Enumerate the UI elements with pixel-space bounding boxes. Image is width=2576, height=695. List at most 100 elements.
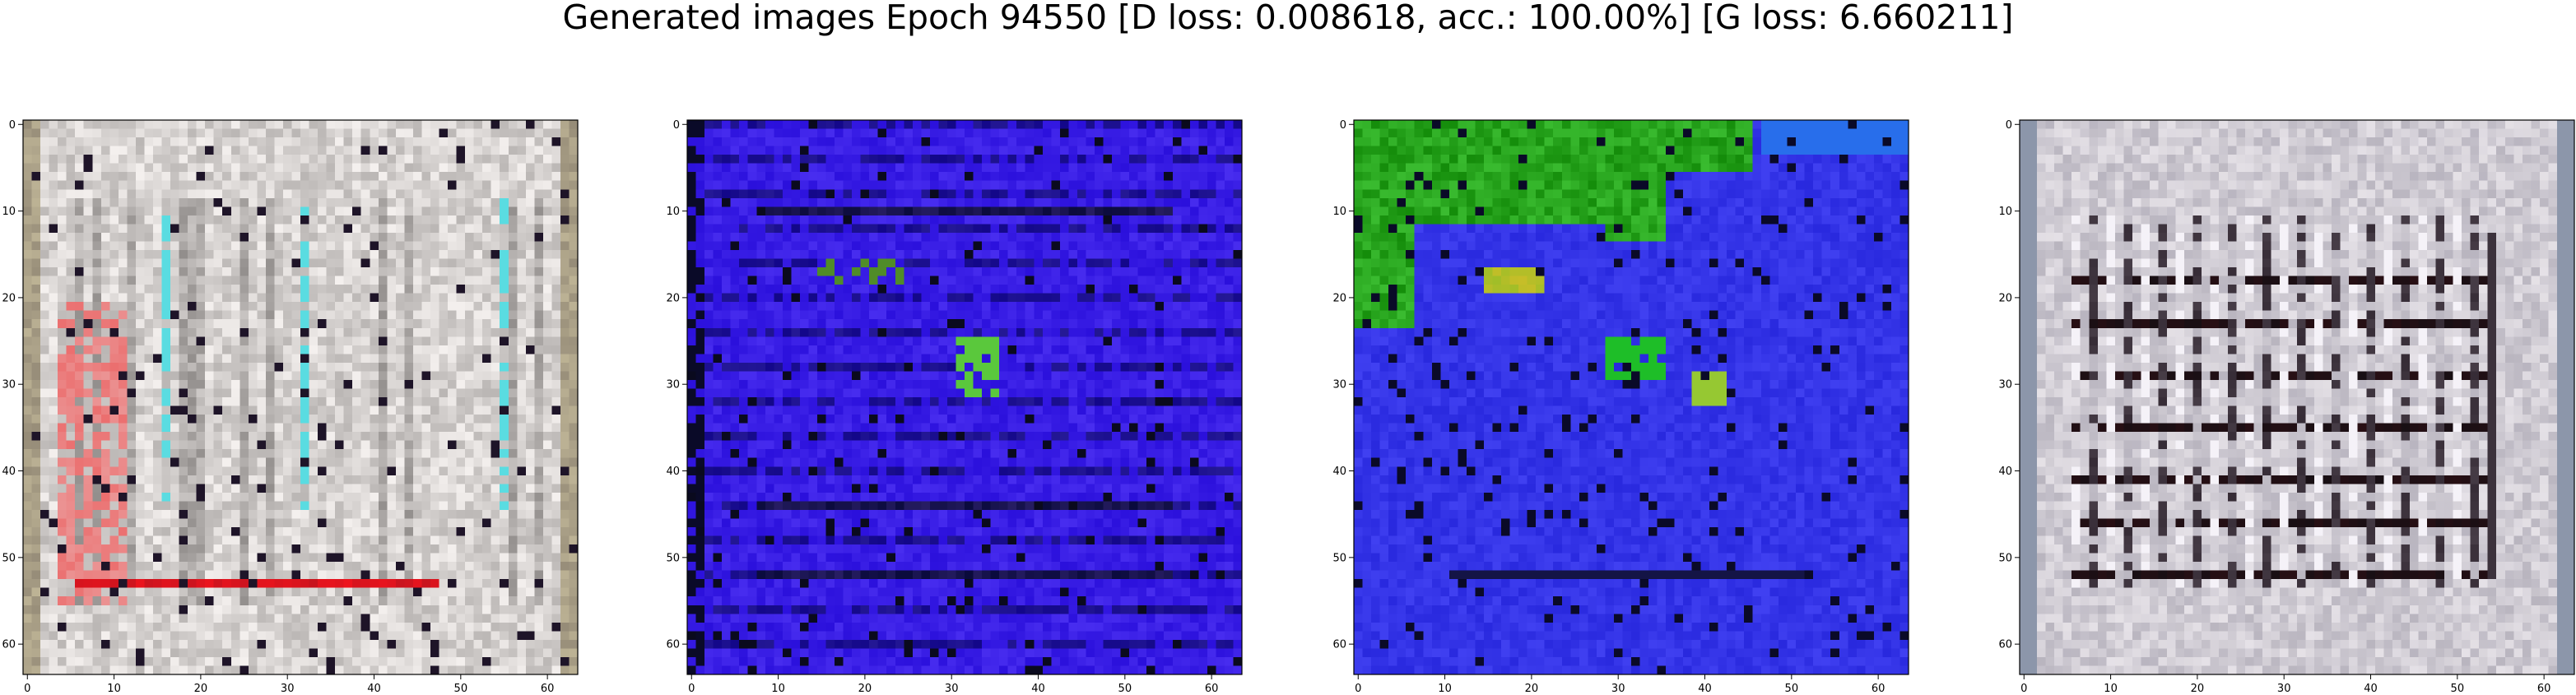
- image-pixel: [257, 267, 267, 277]
- image-pixel: [491, 172, 500, 182]
- image-pixel: [92, 137, 102, 147]
- image-pixel: [23, 146, 33, 155]
- image-pixel: [465, 241, 475, 251]
- image-pixel: [412, 120, 423, 130]
- image-pixel: [188, 206, 198, 216]
- image-pixel: [170, 267, 180, 277]
- image-pixel: [291, 267, 301, 277]
- image-pixel: [517, 249, 527, 260]
- image-pixel: [75, 276, 85, 285]
- image-pixel: [395, 180, 405, 190]
- image-pixel: [569, 137, 579, 147]
- image-pixel: [31, 197, 41, 207]
- image-pixel: [465, 232, 475, 243]
- image-pixel: [40, 155, 50, 164]
- image-pixel: [92, 241, 102, 251]
- image-pixel: [291, 215, 301, 225]
- image-pixel: [109, 232, 119, 243]
- image-pixel: [360, 197, 370, 207]
- image-pixel: [196, 172, 206, 182]
- image-pixel: [248, 224, 258, 234]
- image-pixel: [326, 215, 336, 225]
- image-pixel: [92, 276, 102, 285]
- image-pixel: [109, 258, 119, 268]
- image-pixel: [127, 163, 137, 173]
- image-pixel: [222, 137, 232, 147]
- image-pixel: [213, 224, 223, 234]
- image-pixel: [500, 241, 509, 251]
- image-pixel: [378, 172, 388, 182]
- image-pixel: [135, 232, 146, 243]
- image-pixel: [326, 155, 336, 164]
- image-pixel: [83, 163, 93, 173]
- image-pixel: [188, 224, 198, 234]
- image-pixel: [144, 120, 154, 130]
- image-pixel: [188, 197, 198, 207]
- image-pixel: [318, 224, 328, 234]
- image-pixel: [456, 206, 466, 216]
- image-pixel: [448, 197, 458, 207]
- image-pixel: [66, 206, 76, 216]
- image-pixel: [83, 224, 93, 234]
- image-pixel: [144, 137, 154, 147]
- image-pixel: [534, 155, 544, 164]
- image-pixel: [560, 249, 570, 260]
- image-pixel: [378, 258, 388, 268]
- image-pixel: [188, 189, 198, 199]
- image-pixel: [387, 172, 397, 182]
- image-pixel: [517, 137, 527, 147]
- image-pixel: [109, 241, 119, 251]
- image-pixel: [465, 249, 475, 260]
- image-pixel: [152, 180, 163, 190]
- image-pixel: [257, 172, 267, 182]
- image-pixel: [144, 155, 154, 164]
- image-pixel: [370, 189, 379, 199]
- image-pixel: [542, 120, 553, 130]
- image-pixel: [205, 224, 215, 234]
- image-pixel: [551, 258, 561, 268]
- image-pixel: [161, 155, 171, 164]
- image-pixel: [188, 241, 198, 251]
- image-pixel: [265, 224, 276, 234]
- image-pixel: [75, 146, 85, 155]
- image-pixel: [500, 137, 509, 147]
- image-pixel: [230, 232, 240, 243]
- image-pixel: [205, 215, 215, 225]
- image-pixel: [239, 249, 249, 260]
- image-pixel: [161, 232, 171, 243]
- image-pixel: [118, 258, 128, 268]
- image-pixel: [274, 206, 284, 216]
- image-pixel: [248, 267, 258, 277]
- image-pixel: [370, 232, 379, 243]
- image-pixel: [395, 224, 405, 234]
- image-pixel: [448, 180, 458, 190]
- image-pixel: [508, 189, 518, 199]
- image-pixel: [75, 241, 85, 251]
- image-pixel: [135, 215, 146, 225]
- image-pixel: [179, 180, 188, 190]
- image-pixel: [542, 172, 553, 182]
- image-pixel: [551, 224, 561, 234]
- image-pixel: [360, 232, 370, 243]
- image-pixel: [309, 163, 319, 173]
- image-pixel: [109, 137, 119, 147]
- image-pixel: [127, 232, 137, 243]
- image-pixel: [188, 137, 198, 147]
- image-pixel: [517, 224, 527, 234]
- image-pixel: [378, 163, 388, 173]
- image-pixel: [517, 232, 527, 243]
- image-pixel: [257, 206, 267, 216]
- image-pixel: [448, 206, 458, 216]
- image-pixel: [66, 146, 76, 155]
- image-pixel: [40, 215, 50, 225]
- image-pixel: [239, 206, 249, 216]
- image-pixel: [188, 163, 198, 173]
- image-pixel: [343, 215, 353, 225]
- image-pixel: [352, 249, 362, 260]
- image-pixel: [239, 128, 249, 138]
- image-pixel: [127, 155, 137, 164]
- image-pixel: [352, 232, 362, 243]
- image-pixel: [291, 224, 301, 234]
- image-pixel: [560, 155, 570, 164]
- image-pixel: [569, 267, 579, 277]
